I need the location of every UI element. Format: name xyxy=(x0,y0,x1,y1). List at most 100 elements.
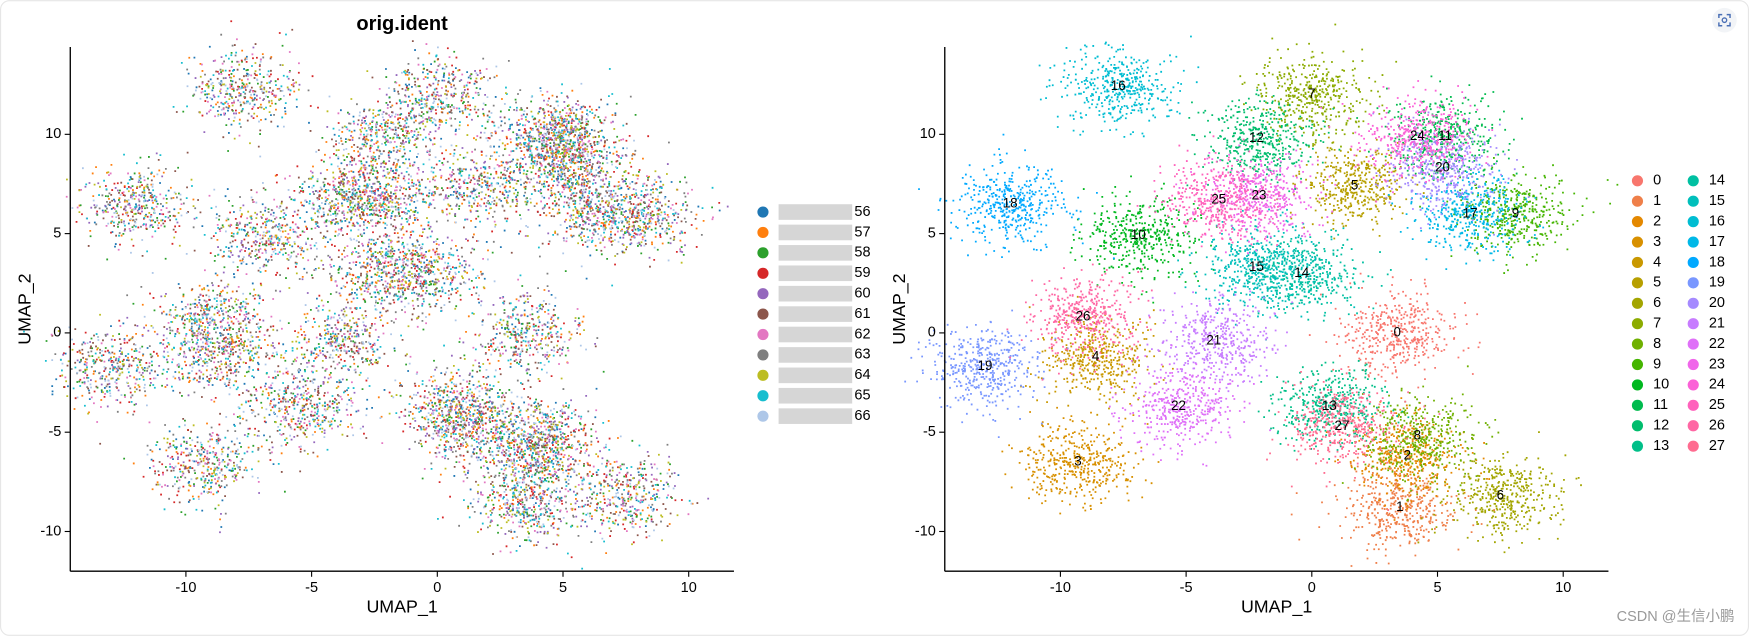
sample-cells xyxy=(489,417,582,497)
icon-dot xyxy=(1721,17,1728,24)
legend-swatch xyxy=(1687,256,1699,269)
legend-label: 4 xyxy=(1653,254,1661,270)
sample-cells xyxy=(458,474,593,543)
legend-swatch xyxy=(757,349,769,361)
legend-label: 25 xyxy=(1709,397,1725,413)
legend-swatch xyxy=(757,369,769,381)
sample-cells xyxy=(174,182,307,269)
legend-label: 62 xyxy=(854,326,870,342)
legend-label: 8 xyxy=(1653,336,1661,352)
legend-redaction xyxy=(778,204,853,220)
legend-label: 16 xyxy=(1709,213,1725,229)
y-axis-label: UMAP_2 xyxy=(889,273,910,344)
legend-swatch xyxy=(1631,318,1644,330)
y-tick-label: -10 xyxy=(915,523,936,539)
legend-swatch xyxy=(1631,175,1644,187)
cluster-cells xyxy=(1257,360,1410,460)
x-tick-label: -5 xyxy=(305,580,318,596)
y-tick-label: 5 xyxy=(53,225,61,241)
x-axis-label: UMAP_1 xyxy=(1241,597,1312,618)
sample-cells xyxy=(201,20,314,120)
legend-label: 0 xyxy=(1653,173,1661,189)
legend-swatch xyxy=(1687,338,1699,350)
sample-cells xyxy=(502,127,608,213)
legend-label: 24 xyxy=(1709,377,1725,393)
legend-label: 23 xyxy=(1709,356,1725,372)
cluster-cells xyxy=(1325,397,1491,521)
x-tick-label: 5 xyxy=(559,580,567,596)
legend-label: 56 xyxy=(854,204,870,220)
legend-label: 3 xyxy=(1653,234,1661,250)
sample-cells xyxy=(474,304,580,378)
legend-swatch xyxy=(1687,195,1699,207)
cluster-cells xyxy=(1356,75,1523,185)
sample-cells xyxy=(163,297,261,359)
sample-cells xyxy=(585,175,714,251)
sample-cells xyxy=(506,97,598,176)
cluster-label: 0 xyxy=(1394,324,1401,339)
legend-label: 7 xyxy=(1653,316,1661,332)
legend-swatch xyxy=(757,390,769,402)
legend-label: 20 xyxy=(1709,295,1725,311)
legend-swatch xyxy=(1631,297,1644,309)
legend-label: 1 xyxy=(1653,193,1661,209)
legend-swatch xyxy=(757,267,769,279)
cluster-label: 20 xyxy=(1435,160,1450,175)
legend-swatch xyxy=(1687,318,1699,330)
icon-glyph xyxy=(1718,13,1731,27)
legend-swatch xyxy=(1687,420,1699,432)
cluster-label: 12 xyxy=(1249,130,1264,145)
cluster-label: 11 xyxy=(1438,128,1452,143)
expand-icon[interactable] xyxy=(1712,7,1737,33)
legend-swatch xyxy=(1687,399,1699,411)
sample-cells xyxy=(499,98,621,175)
y-tick-label: -10 xyxy=(40,523,61,539)
y-tick-label: -5 xyxy=(923,424,936,440)
y-tick-label: 5 xyxy=(928,225,936,241)
legend-swatch xyxy=(1631,236,1644,248)
cluster-label: 22 xyxy=(1171,398,1186,413)
cluster-label: 7 xyxy=(1308,86,1315,101)
sample-cells xyxy=(186,58,331,158)
y-axis-label: UMAP_2 xyxy=(14,273,35,344)
cluster-label: 18 xyxy=(1003,195,1018,210)
legend-label: 63 xyxy=(854,347,870,363)
legend-label: 64 xyxy=(854,367,870,383)
sample-cells xyxy=(381,355,505,445)
legend-swatch xyxy=(1631,358,1644,371)
x-tick-label: 0 xyxy=(1308,580,1316,596)
legend-swatch xyxy=(757,328,769,341)
legend-swatch xyxy=(1687,297,1699,309)
x-tick-label: 10 xyxy=(1555,580,1571,596)
legend-swatch xyxy=(1687,440,1699,452)
legend-swatch xyxy=(1687,175,1699,187)
legend-label: 57 xyxy=(854,224,870,240)
sample-cells xyxy=(87,151,202,257)
y-tick-label: 10 xyxy=(920,126,936,142)
sample-cells xyxy=(380,231,485,320)
icon-bg xyxy=(1712,7,1737,33)
legend-redaction xyxy=(778,326,853,343)
cluster-label: 8 xyxy=(1414,428,1421,443)
legend-label: 9 xyxy=(1653,356,1661,372)
cluster-cells xyxy=(904,309,1069,439)
legend-swatch xyxy=(757,308,769,320)
cluster-cells xyxy=(1327,365,1500,502)
legend-swatch xyxy=(1687,277,1699,289)
legend-label: 2 xyxy=(1653,213,1661,229)
sample-cells xyxy=(479,431,585,494)
legend-swatch xyxy=(1631,195,1644,207)
sample-cells xyxy=(477,423,589,497)
cluster-label: 1 xyxy=(1396,499,1403,514)
cluster-cells xyxy=(1320,80,1494,203)
cluster-label: 23 xyxy=(1252,187,1267,202)
sample-cells xyxy=(337,112,440,173)
legend-swatch xyxy=(1687,216,1699,228)
sample-cells xyxy=(404,366,515,443)
legend-swatch xyxy=(757,288,769,300)
sample-cells xyxy=(253,356,352,455)
sample-cells xyxy=(73,332,191,414)
